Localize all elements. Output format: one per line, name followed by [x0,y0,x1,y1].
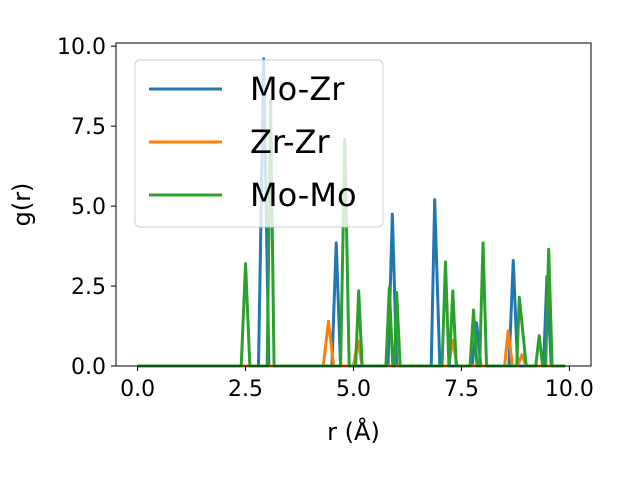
y-tick-label: 7.5 [71,115,106,140]
x-axis: 0.0 2.5 5.0 7.5 10.0 [120,366,594,402]
x-tick-label: 2.5 [228,377,263,402]
legend-entry: Zr-Zr [250,123,331,161]
y-axis-label: g(r) [8,183,36,227]
y-tick-label: 0.0 [71,355,106,380]
legend-box [134,59,384,228]
x-tick-label: 0.0 [120,377,155,402]
x-tick-label: 7.5 [444,377,479,402]
legend-entry: Mo-Mo [250,176,357,214]
legend-entry: Mo-Zr [250,70,345,108]
y-tick-label: 2.5 [71,275,106,300]
y-tick-label: 10.0 [57,35,106,60]
y-axis: 0.0 2.5 5.0 7.5 10.0 [57,35,116,380]
legend: Mo-Zr Zr-Zr Mo-Mo [134,59,384,228]
x-axis-label: r (Å) [327,417,380,446]
series-line-zr-zr [137,319,566,368]
y-tick-label: 5.0 [71,195,106,220]
x-tick-label: 5.0 [336,377,371,402]
x-tick-label: 10.0 [545,377,594,402]
